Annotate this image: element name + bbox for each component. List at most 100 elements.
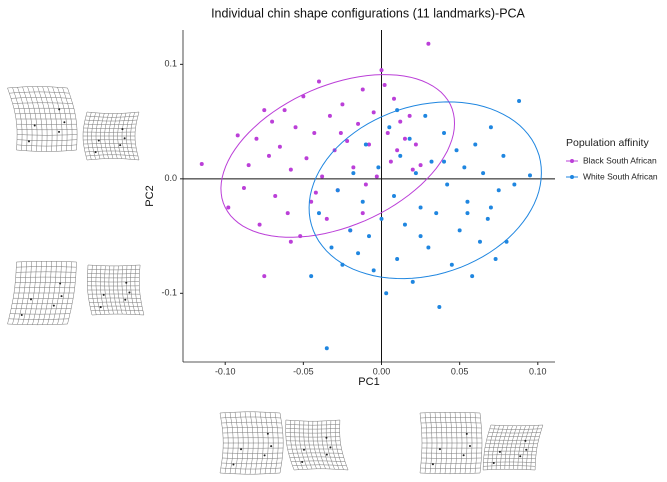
point (395, 148, 400, 153)
legend-key (570, 159, 574, 163)
point (429, 159, 434, 164)
point (351, 171, 356, 176)
grid-line-deco (84, 112, 138, 160)
point (360, 199, 365, 204)
point (442, 131, 447, 136)
point (277, 144, 282, 149)
landmark-deco (270, 445, 273, 448)
point (395, 108, 400, 113)
point (473, 142, 478, 147)
landmark-deco (33, 124, 36, 127)
landmark-deco (524, 439, 527, 442)
landmark-deco (60, 295, 63, 298)
landmark-deco (266, 432, 269, 435)
point (413, 171, 418, 176)
grid-line-deco (292, 420, 347, 470)
point (454, 148, 459, 153)
landmark-deco (125, 281, 128, 284)
point (379, 68, 384, 73)
landmark-deco (123, 137, 126, 140)
landmark-deco (325, 436, 328, 439)
legend-title: Population affinity (566, 137, 649, 149)
point (395, 256, 400, 261)
point (385, 131, 390, 136)
grid-line-deco (291, 420, 346, 470)
landmark-deco (492, 461, 495, 464)
landmark-deco (329, 446, 332, 449)
point (481, 171, 486, 176)
point (423, 113, 428, 118)
landmark-deco (302, 448, 305, 451)
landmark-deco (30, 298, 33, 301)
point (388, 159, 393, 164)
point (340, 102, 345, 107)
x-tick-label: 0.05 (451, 366, 469, 376)
point (462, 165, 467, 170)
point (329, 245, 334, 250)
point (477, 239, 482, 244)
point (384, 291, 389, 296)
point (367, 142, 371, 147)
point (418, 234, 423, 239)
point (485, 216, 490, 221)
landmark-deco (240, 448, 243, 451)
grid-line-deco (85, 112, 139, 160)
legend-label: Black South African (583, 155, 657, 165)
landmark-deco (525, 448, 528, 451)
point (335, 188, 340, 193)
point (338, 131, 343, 136)
landmark-deco (121, 128, 124, 131)
point (309, 274, 314, 279)
grid-line-deco (483, 425, 539, 470)
grid-line-deco (16, 87, 78, 152)
point (340, 262, 345, 267)
x-tick-label: -0.05 (293, 366, 314, 376)
point (273, 194, 278, 198)
landmark-deco (465, 432, 468, 435)
landmark-deco (519, 455, 522, 458)
point (445, 182, 450, 187)
landmark-deco (27, 140, 30, 143)
point (376, 165, 381, 170)
legend-label: White South African (583, 171, 658, 181)
landmark-deco (301, 461, 304, 464)
grid-line-deco (223, 411, 284, 475)
x-axis-title: PC1 (358, 376, 379, 388)
landmark-deco (97, 139, 100, 142)
y-tick-label: -0.1 (161, 288, 177, 298)
point (517, 98, 522, 103)
point (324, 216, 329, 221)
point (407, 136, 412, 141)
point (413, 142, 418, 147)
landmark-deco (325, 453, 328, 456)
y-tick-label: 0.0 (164, 173, 177, 183)
point (262, 274, 267, 279)
grid-line-deco (90, 265, 143, 315)
grid-line-deco (419, 412, 483, 475)
point (270, 119, 275, 124)
grid-line-deco (16, 87, 77, 151)
grid-line-deco (483, 424, 544, 471)
point (320, 174, 325, 179)
landmark-deco (462, 454, 465, 457)
point (426, 245, 431, 250)
point (282, 108, 287, 113)
point (367, 234, 371, 239)
point (488, 205, 493, 210)
point (293, 125, 298, 130)
point (371, 110, 376, 115)
landmark-deco (263, 454, 266, 457)
grid-line-deco (220, 412, 281, 474)
grid-line-deco (14, 261, 74, 325)
landmark-deco (99, 306, 102, 309)
point (410, 167, 415, 172)
point (298, 234, 303, 239)
point (392, 194, 397, 198)
landmark-deco (94, 151, 97, 154)
point (301, 94, 306, 99)
point (199, 161, 204, 166)
point (285, 211, 290, 216)
landmark-deco (20, 314, 23, 317)
point (257, 222, 262, 227)
